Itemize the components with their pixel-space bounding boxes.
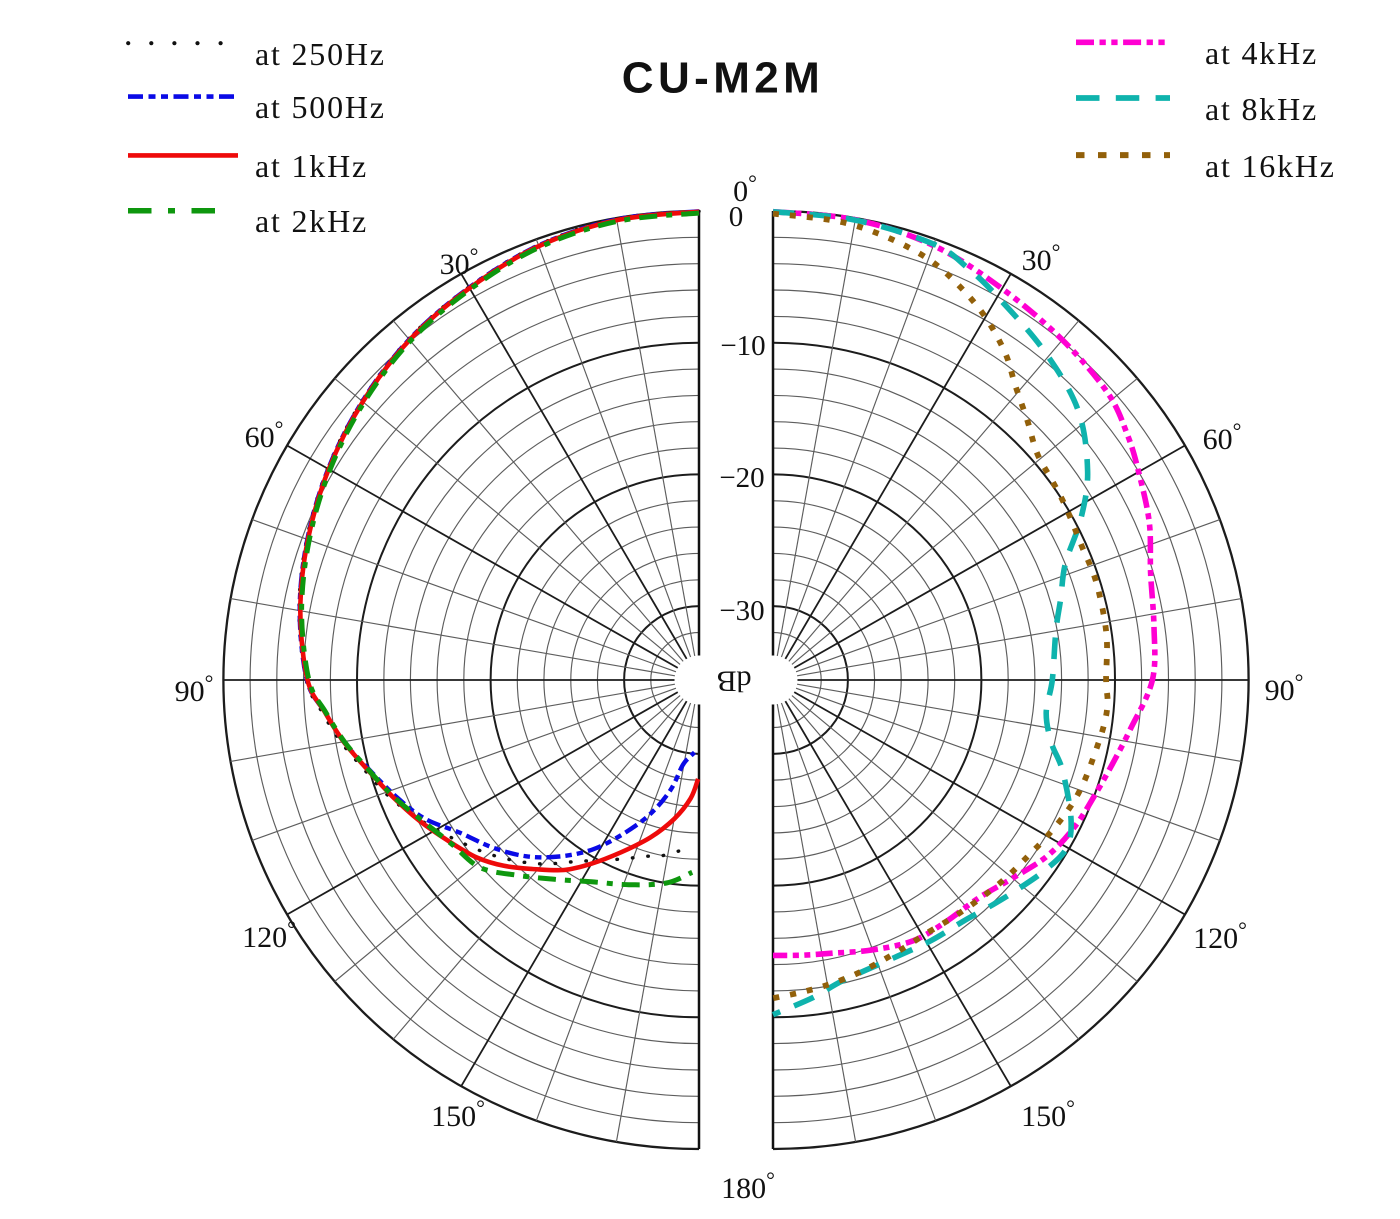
svg-text:at 16kHz: at 16kHz <box>1205 148 1336 184</box>
svg-text:at 8kHz: at 8kHz <box>1205 91 1318 127</box>
svg-text:−20: −20 <box>719 462 764 494</box>
svg-text:150°: 150° <box>1021 1095 1075 1133</box>
svg-text:at 250Hz: at 250Hz <box>255 36 386 72</box>
svg-text:150°: 150° <box>431 1095 485 1133</box>
svg-text:at 2kHz: at 2kHz <box>255 203 368 239</box>
svg-text:dB: dB <box>716 665 751 698</box>
svg-text:at 500Hz: at 500Hz <box>255 89 386 125</box>
svg-text:120°: 120° <box>242 916 296 954</box>
svg-text:−10: −10 <box>720 330 765 362</box>
svg-text:CU-M2M: CU-M2M <box>622 54 824 103</box>
svg-text:at 4kHz: at 4kHz <box>1205 35 1318 71</box>
svg-text:180°: 180° <box>721 1167 775 1205</box>
svg-text:0: 0 <box>729 201 744 233</box>
svg-text:at 1kHz: at 1kHz <box>255 148 368 184</box>
svg-text:−30: −30 <box>719 595 764 627</box>
svg-text:30°: 30° <box>1022 239 1061 277</box>
svg-text:120°: 120° <box>1193 917 1247 955</box>
